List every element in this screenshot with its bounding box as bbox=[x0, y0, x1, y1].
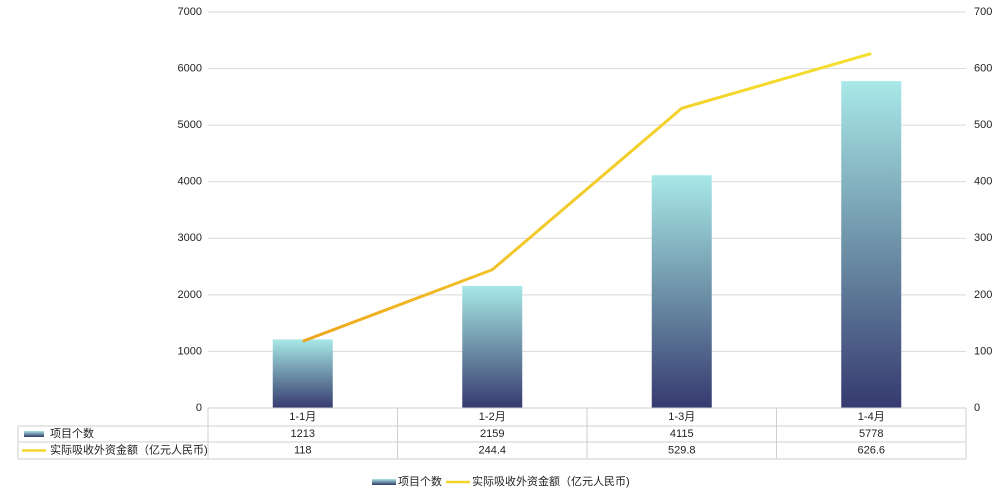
table-cell: 118 bbox=[294, 444, 312, 456]
y-tick-label: 2000 bbox=[178, 289, 202, 301]
y2-tick-label: 300 bbox=[974, 232, 992, 244]
legend-label: 项目个数 bbox=[398, 475, 442, 488]
legend-swatch bbox=[24, 431, 44, 437]
line-series bbox=[302, 52, 872, 343]
legend-label: 实际吸收外资金额（亿元人民币) bbox=[472, 474, 630, 488]
y2-tick-label: 500 bbox=[974, 119, 992, 131]
y-tick-label: 0 bbox=[196, 402, 202, 414]
table-cell: 4115 bbox=[670, 428, 694, 440]
table-cell: 2159 bbox=[480, 428, 504, 440]
y-tick-label: 7000 bbox=[178, 6, 202, 18]
y-tick-label: 1000 bbox=[178, 345, 202, 357]
x-tick-label: 1-3月 bbox=[668, 411, 695, 423]
bar bbox=[272, 339, 333, 408]
y-tick-label: 4000 bbox=[178, 176, 202, 188]
y-tick-label: 5000 bbox=[178, 119, 202, 131]
table-cell: 529.8 bbox=[668, 444, 696, 456]
bar bbox=[651, 175, 712, 408]
x-tick-label: 1-4月 bbox=[858, 411, 885, 423]
y-tick-label: 3000 bbox=[178, 232, 202, 244]
bar bbox=[841, 81, 902, 409]
y2-tick-label: 200 bbox=[974, 289, 992, 301]
table-row-label: 项目个数 bbox=[50, 427, 94, 440]
table-cell: 626.6 bbox=[857, 444, 885, 456]
y2-tick-label: 700 bbox=[974, 6, 992, 18]
y2-tick-label: 0 bbox=[974, 402, 980, 414]
table-cell: 244.4 bbox=[478, 444, 506, 456]
y2-tick-label: 400 bbox=[974, 176, 992, 188]
y-tick-label: 6000 bbox=[178, 62, 202, 74]
table-row-label: 实际吸收外资金额（亿元人民币) bbox=[50, 442, 208, 456]
table-cell: 5778 bbox=[859, 428, 883, 440]
legend-swatch bbox=[372, 479, 396, 485]
y2-tick-label: 100 bbox=[974, 345, 992, 357]
y2-tick-label: 600 bbox=[974, 62, 992, 74]
x-tick-label: 1-1月 bbox=[289, 411, 316, 423]
table-cell: 1213 bbox=[291, 428, 315, 440]
bar bbox=[462, 285, 523, 408]
x-tick-label: 1-2月 bbox=[479, 411, 506, 423]
